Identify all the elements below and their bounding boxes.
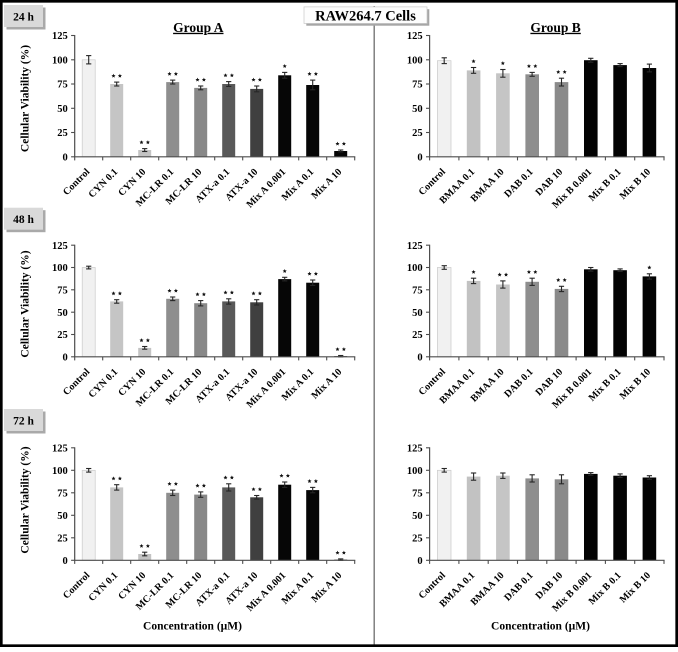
svg-text:24 h: 24 h bbox=[13, 12, 34, 24]
svg-text:25: 25 bbox=[412, 330, 423, 341]
svg-text:100: 100 bbox=[407, 55, 423, 66]
svg-text:48 h: 48 h bbox=[13, 214, 34, 226]
svg-text:Cellular Viability (%): Cellular Viability (%) bbox=[20, 45, 32, 152]
svg-text:50: 50 bbox=[412, 308, 423, 319]
svg-text:50: 50 bbox=[57, 511, 68, 522]
svg-text:75: 75 bbox=[412, 80, 423, 91]
svg-text:125: 125 bbox=[52, 31, 68, 42]
svg-text:0: 0 bbox=[417, 352, 422, 363]
svg-text:75: 75 bbox=[57, 80, 68, 91]
svg-text:50: 50 bbox=[57, 104, 68, 115]
svg-text:125: 125 bbox=[407, 31, 423, 42]
svg-text:72 h: 72 h bbox=[13, 416, 34, 428]
svg-text:0: 0 bbox=[417, 556, 422, 567]
svg-text:100: 100 bbox=[52, 263, 68, 274]
svg-text:0: 0 bbox=[62, 556, 67, 567]
svg-text:125: 125 bbox=[407, 443, 423, 454]
svg-text:75: 75 bbox=[57, 285, 68, 296]
svg-text:100: 100 bbox=[52, 466, 68, 477]
svg-text:Cellular Viability (%): Cellular Viability (%) bbox=[20, 446, 32, 553]
svg-text:Concentration (µM): Concentration (µM) bbox=[491, 621, 590, 633]
svg-text:RAW264.7 Cells: RAW264.7 Cells bbox=[315, 8, 416, 24]
svg-text:50: 50 bbox=[412, 511, 423, 522]
svg-text:100: 100 bbox=[407, 263, 423, 274]
svg-text:0: 0 bbox=[62, 352, 67, 363]
svg-text:50: 50 bbox=[57, 308, 68, 319]
svg-text:75: 75 bbox=[412, 488, 423, 499]
svg-text:Cellular Viability (%): Cellular Viability (%) bbox=[20, 250, 32, 357]
svg-text:25: 25 bbox=[412, 128, 423, 139]
svg-text:75: 75 bbox=[57, 488, 68, 499]
svg-text:75: 75 bbox=[412, 285, 423, 296]
svg-text:25: 25 bbox=[57, 330, 68, 341]
svg-text:100: 100 bbox=[52, 55, 68, 66]
svg-text:25: 25 bbox=[412, 533, 423, 544]
svg-text:Concentration (µM): Concentration (µM) bbox=[143, 621, 242, 633]
svg-text:100: 100 bbox=[407, 466, 423, 477]
svg-text:25: 25 bbox=[57, 128, 68, 139]
svg-text:Group B: Group B bbox=[530, 20, 580, 35]
svg-text:125: 125 bbox=[52, 443, 68, 454]
svg-text:0: 0 bbox=[417, 152, 422, 163]
svg-text:125: 125 bbox=[407, 241, 423, 252]
svg-text:Group A: Group A bbox=[173, 20, 224, 35]
svg-text:50: 50 bbox=[412, 104, 423, 115]
svg-text:0: 0 bbox=[62, 152, 67, 163]
svg-text:25: 25 bbox=[57, 533, 68, 544]
svg-text:125: 125 bbox=[52, 241, 68, 252]
